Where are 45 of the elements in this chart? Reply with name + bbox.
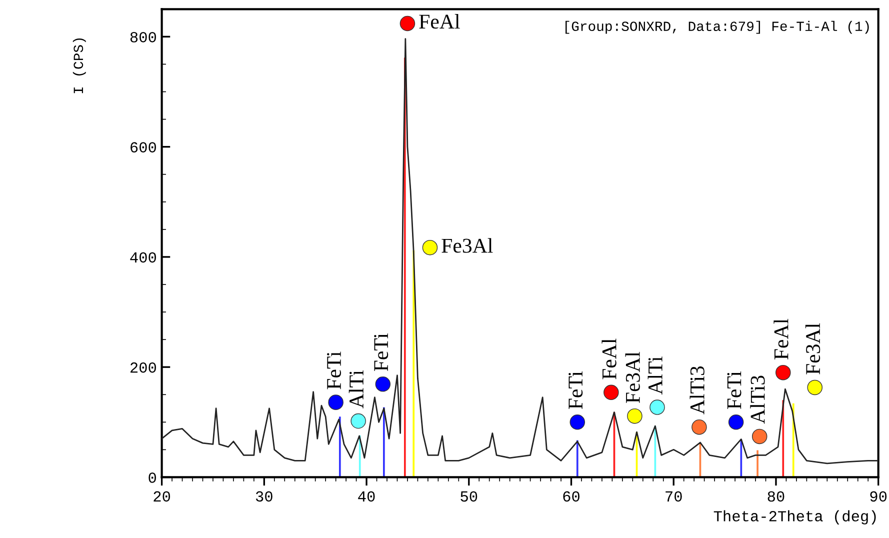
point [604,384,619,400]
x-tick-label: 40 [358,491,375,502]
x-tick-label: 80 [768,491,784,502]
point [650,400,665,415]
y-tick-label: 400 [130,252,156,263]
point [776,364,791,380]
annotation: FeAl [774,318,788,360]
annotation: Fe3Al [805,323,820,374]
point [375,376,391,392]
annotation: FeAl [419,14,460,29]
point [422,240,438,256]
annotation: FeTi [727,371,742,410]
annotation: [Group:SONXRD, Data:679] Fe-Ti-Al (1) [566,20,869,34]
annotation: Fe3Al [625,352,640,403]
x-tick-label: 90 [870,491,887,502]
annotation: AlTi [648,356,662,395]
point [400,16,416,32]
x-tick-label: 70 [666,491,682,502]
line-series [162,38,878,464]
annotation: FeAl [602,338,616,380]
x-tick-label: 20 [154,491,170,502]
point [752,428,768,444]
annotation: AlTi [348,370,364,408]
y-axis-title: I (CPS) [72,38,86,94]
x-tick-label: 30 [256,491,272,502]
y-tick-label: 0 [148,472,156,483]
y-tick-label: 200 [130,362,156,373]
point [328,394,344,410]
point [807,380,822,396]
annotation: FeTi [327,352,342,390]
y-tick-label: 800 [130,32,156,42]
y-tick-label: 600 [130,142,156,152]
annotation: FeTi [374,333,388,372]
annotation: AlTi3 [750,376,765,424]
point [728,414,744,430]
x-tick-label: 50 [460,491,478,502]
point [350,413,366,429]
point [570,414,586,430]
x-axis-title: Theta-2Theta (deg) [714,510,876,524]
x-tick-label: 60 [563,491,580,502]
annotation: FeTi [568,371,583,410]
point [627,408,642,424]
point [692,419,707,435]
annotation: Fe3Al [442,238,493,253]
annotation: AlTi3 [690,366,704,414]
